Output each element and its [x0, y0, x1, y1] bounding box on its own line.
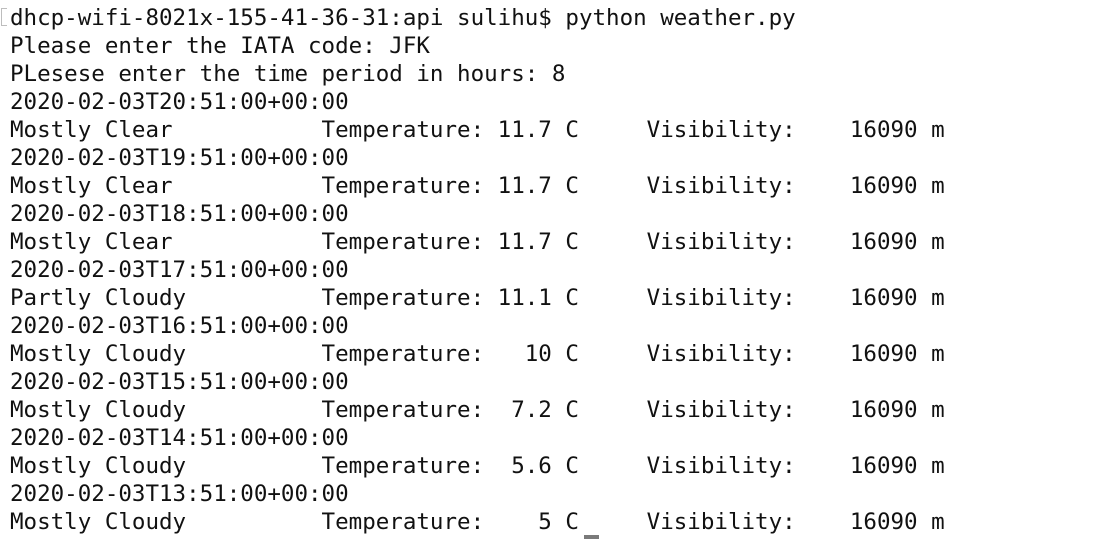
text-cursor	[584, 535, 599, 539]
input-line-period: PLesese enter the time period in hours: …	[10, 61, 566, 87]
terminal-output: dhcp-wifi-8021x-155-41-36-31:api sulihu$…	[10, 4, 945, 536]
weather-line: Mostly Clear Temperature: 11.7 C Visibil…	[10, 229, 945, 255]
timestamp-line: 2020-02-03T20:51:00+00:00	[10, 89, 349, 115]
weather-line: Mostly Cloudy Temperature: 5.6 C Visibil…	[10, 453, 945, 479]
weather-line: Mostly Clear Temperature: 11.7 C Visibil…	[10, 173, 945, 199]
timestamp-line: 2020-02-03T13:51:00+00:00	[10, 481, 349, 507]
input-line-iata: Please enter the IATA code: JFK	[10, 33, 430, 59]
timestamp-line: 2020-02-03T16:51:00+00:00	[10, 313, 349, 339]
timestamp-line: 2020-02-03T15:51:00+00:00	[10, 369, 349, 395]
timestamp-line: 2020-02-03T18:51:00+00:00	[10, 201, 349, 227]
weather-line: Partly Cloudy Temperature: 11.1 C Visibi…	[10, 285, 945, 311]
timestamp-line: 2020-02-03T14:51:00+00:00	[10, 425, 349, 451]
prompt-line: dhcp-wifi-8021x-155-41-36-31:api sulihu$…	[10, 5, 796, 31]
scroll-mark	[1, 8, 7, 26]
weather-line: Mostly Cloudy Temperature: 5 C Visibilit…	[10, 509, 945, 535]
weather-line: Mostly Clear Temperature: 11.7 C Visibil…	[10, 117, 945, 143]
timestamp-line: 2020-02-03T19:51:00+00:00	[10, 145, 349, 171]
weather-line: Mostly Cloudy Temperature: 7.2 C Visibil…	[10, 397, 945, 423]
timestamp-line: 2020-02-03T17:51:00+00:00	[10, 257, 349, 283]
weather-line: Mostly Cloudy Temperature: 10 C Visibili…	[10, 341, 945, 367]
